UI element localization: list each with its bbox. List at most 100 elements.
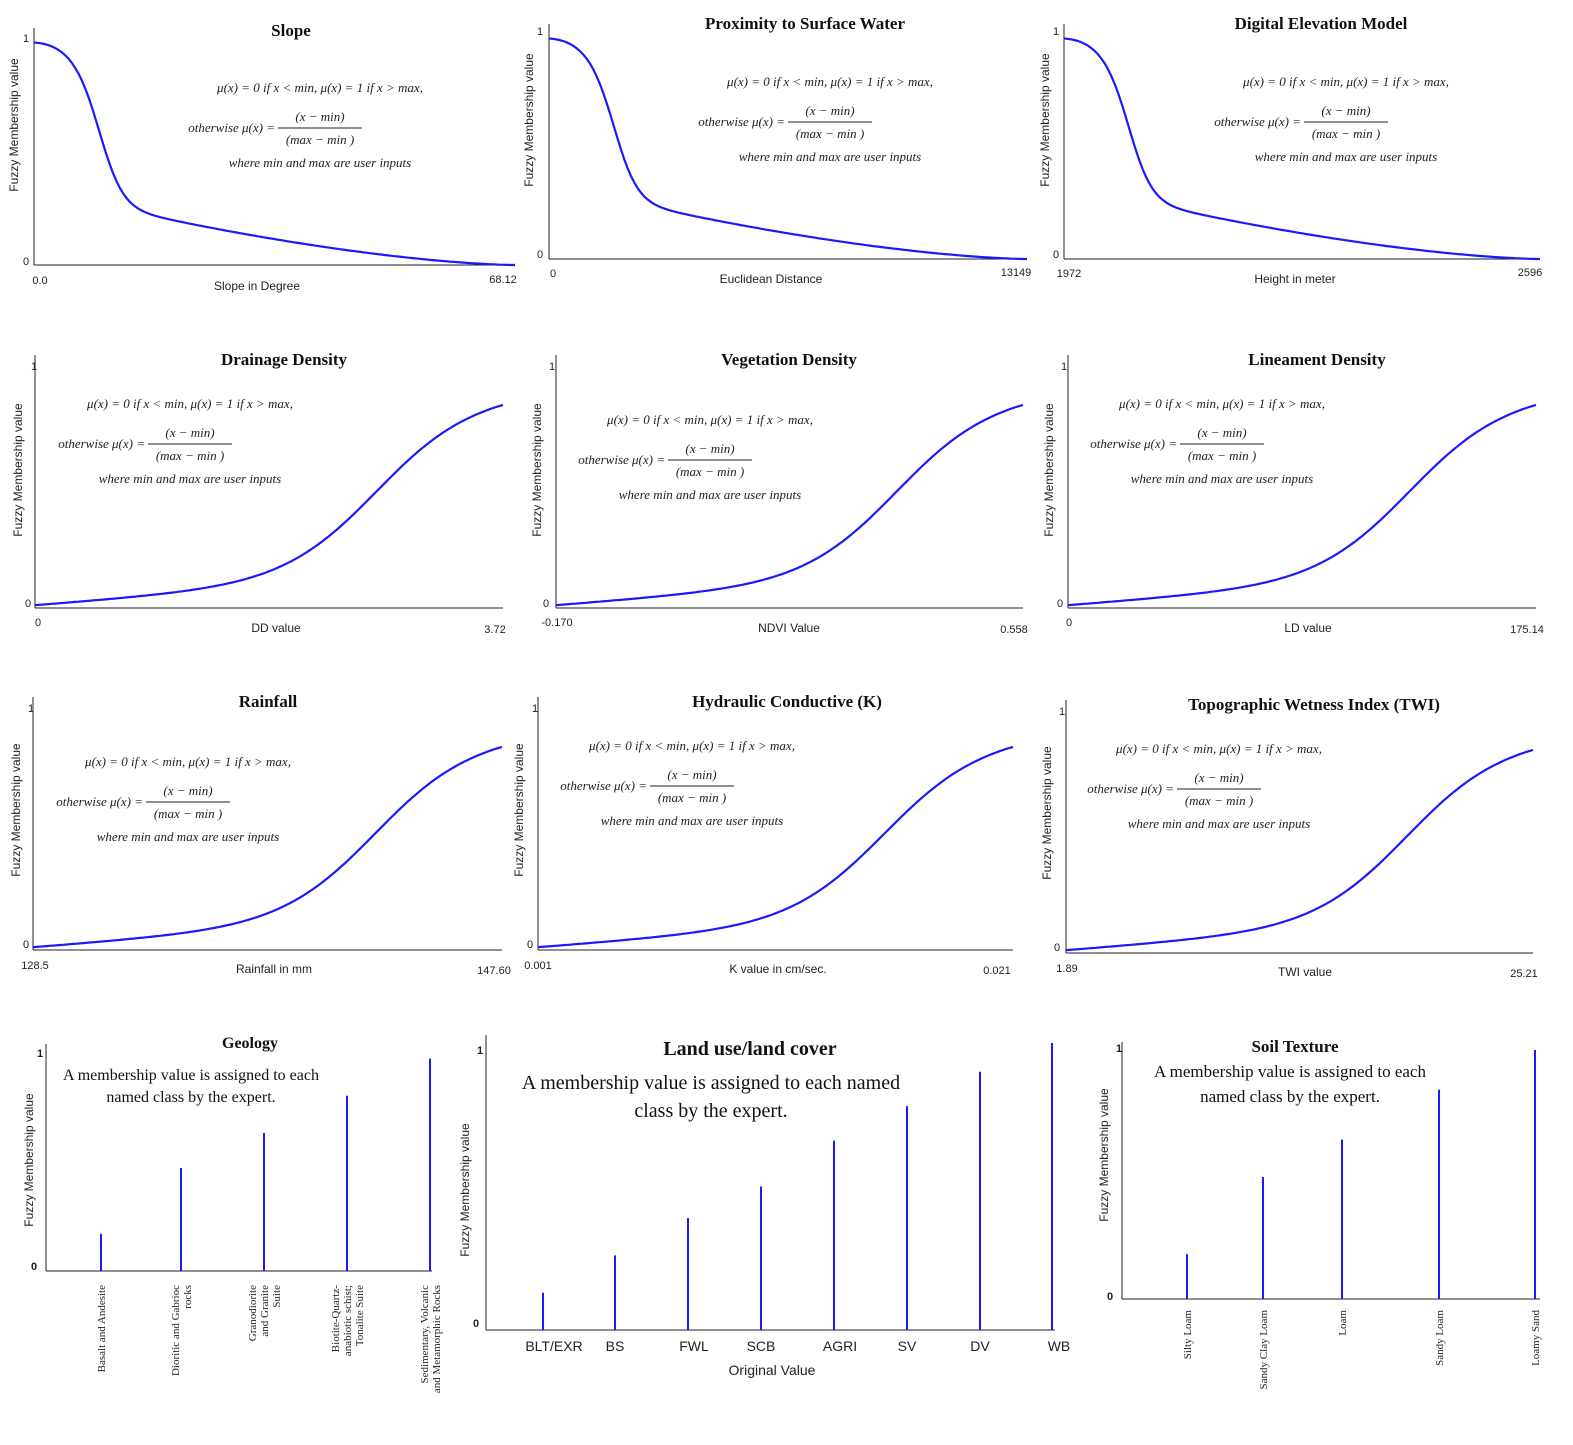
rain-formula-denominator: (max − min ) bbox=[154, 806, 222, 821]
dd-y-tick-1: 1 bbox=[31, 361, 37, 373]
ld-formula-line3: where min and max are user inputs bbox=[1131, 471, 1313, 486]
lulc-y-label: Fuzzy Membership value bbox=[458, 1123, 472, 1257]
rain-x-min-tick: 128.5 bbox=[21, 960, 49, 972]
water-y-label: Fuzzy Membership value bbox=[522, 53, 536, 187]
ld-formula-lhs: otherwise μ(x) = bbox=[1090, 436, 1177, 451]
soil-note-line-0: A membership value is assigned to each bbox=[1154, 1062, 1426, 1081]
chart-ndvi: Vegetation Density NDVI Value -0.170 0.558 1… bbox=[530, 350, 1028, 636]
water-x-label: Euclidean Distance bbox=[720, 272, 823, 286]
twi-formula-numerator: (x − min) bbox=[1194, 770, 1243, 785]
dd-formula-denominator: (max − min ) bbox=[156, 448, 224, 463]
slope-membership-curve bbox=[33, 41, 515, 267]
ndvi-x-min-tick: -0.170 bbox=[541, 617, 572, 629]
water-y-tick-1: 1 bbox=[537, 26, 543, 38]
dd-formula-lhs: otherwise μ(x) = bbox=[58, 436, 145, 451]
geology-title: Geology bbox=[222, 1035, 278, 1052]
soil-y-label: Fuzzy Membership value bbox=[1097, 1088, 1111, 1222]
geology-y-tick-0: 0 bbox=[31, 1261, 37, 1273]
rain-x-label: Rainfall in mm bbox=[236, 962, 312, 976]
rain-membership-curve bbox=[32, 745, 503, 949]
geology-y-tick-1: 1 bbox=[37, 1048, 43, 1060]
water-formula-line3: where min and max are user inputs bbox=[739, 149, 921, 164]
soil-y-tick-0: 0 bbox=[1107, 1291, 1113, 1303]
ndvi-y-tick-0: 0 bbox=[543, 598, 549, 610]
ndvi-formula-line3: where min and max are user inputs bbox=[619, 487, 801, 502]
ld-y-tick-1: 1 bbox=[1061, 361, 1067, 373]
twi-x-max-tick: 25.21 bbox=[1510, 968, 1538, 980]
chart-soil: Soil Texture Fuzzy Membership value 1 0 A me… bbox=[1097, 1037, 1542, 1389]
chart-geology: Geology Fuzzy Membership value 1 0 A members… bbox=[22, 1035, 443, 1393]
ld-y-tick-0: 0 bbox=[1057, 598, 1063, 610]
twi-title: Topographic Wetness Index (TWI) bbox=[1188, 695, 1440, 714]
twi-formula-line1: μ(x) = 0 if x < min, μ(x) = 1 if x > max… bbox=[1115, 741, 1322, 756]
slope-y-tick-1: 1 bbox=[23, 33, 29, 45]
rain-y-tick-0: 0 bbox=[23, 939, 29, 951]
k-membership-curve bbox=[537, 745, 1014, 949]
ndvi-formula-line1: μ(x) = 0 if x < min, μ(x) = 1 if x > max… bbox=[606, 412, 813, 427]
dem-formula-lhs: otherwise μ(x) = bbox=[1214, 114, 1301, 129]
water-membership-curve bbox=[548, 37, 1027, 261]
chart-ld: Lineament Density LD value 0 175.14 1 0 Fuzzy … bbox=[1042, 350, 1544, 636]
geology-category-label-1-1: rocks bbox=[182, 1285, 194, 1309]
geology-category-label-2-2: Suite bbox=[271, 1285, 283, 1308]
chart-rain: Rainfall Rainfall in mm 128.5 147.60 1 0 Fuzzy… bbox=[9, 692, 511, 977]
chart-slope: Slope Slope in Degree 0.0 68.12 1 0 Fuzzy Memb… bbox=[7, 21, 517, 293]
twi-x-min-tick: 1.89 bbox=[1056, 963, 1077, 975]
soil-y-tick-1: 1 bbox=[1116, 1043, 1122, 1055]
geology-note-line-1: named class by the expert. bbox=[106, 1089, 275, 1106]
ndvi-y-label: Fuzzy Membership value bbox=[530, 403, 544, 537]
chart-lulc: Land use/land cover Fuzzy Membership valu… bbox=[458, 1035, 1070, 1378]
lulc-x-label: Original Value bbox=[729, 1362, 816, 1378]
ld-formula-numerator: (x − min) bbox=[1197, 425, 1246, 440]
rain-y-tick-1: 1 bbox=[28, 703, 34, 715]
ndvi-formula-numerator: (x − min) bbox=[685, 441, 734, 456]
dem-formula-line1: μ(x) = 0 if x < min, μ(x) = 1 if x > max… bbox=[1242, 74, 1449, 89]
water-x-max-tick: 13149 bbox=[1001, 267, 1032, 279]
geology-category-label-2-0: Granodiorite bbox=[247, 1285, 259, 1341]
twi-x-label: TWI value bbox=[1278, 965, 1332, 979]
rain-x-max-tick: 147.60 bbox=[477, 965, 511, 977]
slope-y-tick-0: 0 bbox=[23, 256, 29, 268]
dem-formula-denominator: (max − min ) bbox=[1312, 126, 1380, 141]
chart-water: Proximity to Surface Water Euclidean Dist… bbox=[522, 14, 1031, 286]
rain-y-label: Fuzzy Membership value bbox=[9, 743, 23, 877]
soil-category-label-0-0: Silty Loam bbox=[1182, 1310, 1194, 1360]
rain-formula-lhs: otherwise μ(x) = bbox=[56, 794, 143, 809]
dd-formula-line1: μ(x) = 0 if x < min, μ(x) = 1 if x > max… bbox=[86, 396, 293, 411]
geology-category-label-4-1: and Metamorphic Rocks bbox=[431, 1285, 443, 1393]
k-formula-line1: μ(x) = 0 if x < min, μ(x) = 1 if x > max… bbox=[588, 738, 795, 753]
twi-formula-line3: where min and max are user inputs bbox=[1128, 816, 1310, 831]
twi-y-tick-0: 0 bbox=[1054, 942, 1060, 954]
soil-category-label-3-0: Sandy Loam bbox=[1434, 1310, 1446, 1366]
geology-category-label-1-0: Dioritic and Gabrioc bbox=[170, 1285, 182, 1376]
lulc-category-label-1: BS bbox=[606, 1338, 625, 1354]
k-x-label: K value in cm/sec. bbox=[729, 962, 826, 976]
dem-x-label: Height in meter bbox=[1254, 272, 1335, 286]
ndvi-formula-denominator: (max − min ) bbox=[676, 464, 744, 479]
geology-category-label-4-0: Sedimentary, Volcanic bbox=[419, 1285, 431, 1384]
dd-x-max-tick: 3.72 bbox=[484, 624, 505, 636]
lulc-category-label-0: BLT/EXR bbox=[525, 1338, 582, 1354]
lulc-category-label-3: SCB bbox=[747, 1338, 776, 1354]
ndvi-membership-curve bbox=[555, 403, 1024, 607]
lulc-category-label-4: AGRI bbox=[823, 1338, 857, 1354]
k-formula-line3: where min and max are user inputs bbox=[601, 813, 783, 828]
chart-dem: Digital Elevation Model Height in meter 19… bbox=[1038, 14, 1542, 286]
geology-category-label-2-1: and Granite bbox=[259, 1285, 271, 1337]
lulc-category-label-7: WB bbox=[1048, 1338, 1071, 1354]
k-title: Hydraulic Conductive (K) bbox=[692, 692, 882, 711]
rain-formula-line3: where min and max are user inputs bbox=[97, 829, 279, 844]
ld-x-label: LD value bbox=[1284, 621, 1332, 635]
lulc-y-tick-1: 1 bbox=[477, 1045, 483, 1057]
ndvi-x-label: NDVI Value bbox=[758, 621, 820, 635]
lulc-category-label-5: SV bbox=[898, 1338, 917, 1354]
slope-title: Slope bbox=[271, 21, 311, 40]
chart-dd: Drainage Density DD value 0 3.72 1 0 Fuzzy Mem… bbox=[11, 350, 506, 636]
slope-formula-denominator: (max − min ) bbox=[286, 132, 354, 147]
rain-formula-line1: μ(x) = 0 if x < min, μ(x) = 1 if x > max… bbox=[84, 754, 291, 769]
slope-formula-line1: μ(x) = 0 if x < min, μ(x) = 1 if x > max… bbox=[216, 80, 423, 95]
ld-formula-denominator: (max − min ) bbox=[1188, 448, 1256, 463]
ndvi-title: Vegetation Density bbox=[721, 350, 857, 369]
k-formula-lhs: otherwise μ(x) = bbox=[560, 778, 647, 793]
